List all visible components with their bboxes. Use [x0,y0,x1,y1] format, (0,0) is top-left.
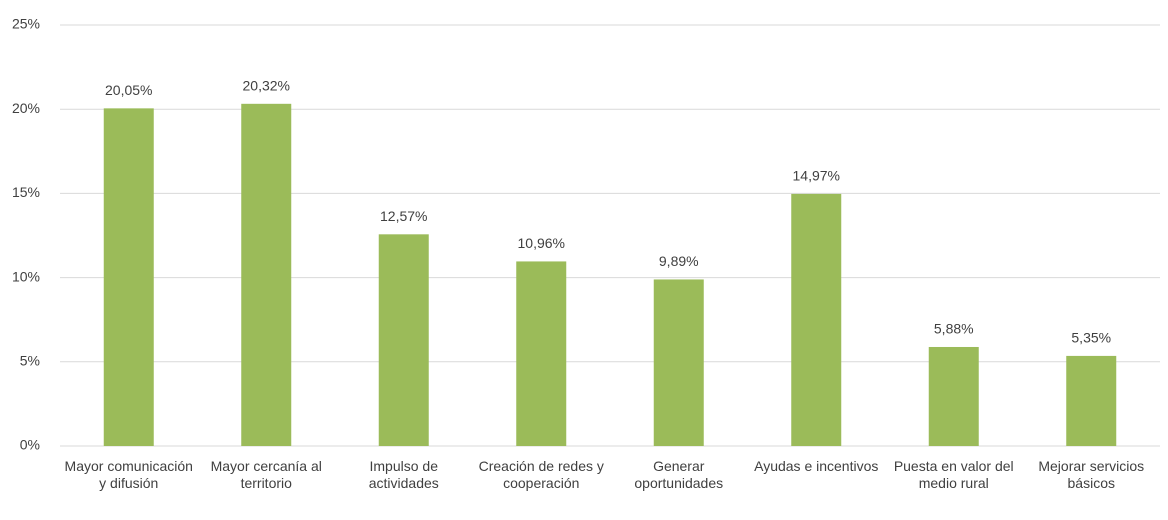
y-tick-label: 25% [12,16,40,32]
data-label: 5,35% [1071,330,1111,346]
data-label: 14,97% [793,168,840,184]
bar [241,103,292,446]
bar [791,193,842,446]
y-tick-label: 20% [12,100,40,116]
data-label: 12,57% [380,208,427,224]
y-tick-label: 10% [12,268,40,284]
x-tick-label: Generar oportunidades [634,458,724,491]
y-tick-label: 15% [12,184,40,200]
x-tick-label: Mayor cercanía al territorio [210,458,322,491]
bar [928,346,979,446]
bar [653,279,704,446]
x-tick-label: Puesta en valor del medio rural [893,458,1014,491]
y-tick-label: 5% [20,353,40,369]
data-label: 10,96% [518,235,565,251]
x-tick-label: Creación de redes y cooperación [478,458,604,491]
x-tick-label: Mayor comunicación y difusión [64,458,193,491]
bar [378,234,429,446]
bar [1066,355,1117,446]
bar [516,261,567,446]
data-label: 9,89% [659,253,699,269]
x-tick-label: Ayudas e incentivos [754,458,879,474]
data-label: 5,88% [934,321,974,337]
x-tick-label: Impulso de actividades [368,458,439,491]
x-tick-label: Mejorar servicios básicos [1038,458,1145,491]
data-label: 20,05% [105,82,152,98]
bar [103,108,154,446]
y-tick-label: 0% [20,437,40,453]
data-label: 20,32% [243,78,290,94]
